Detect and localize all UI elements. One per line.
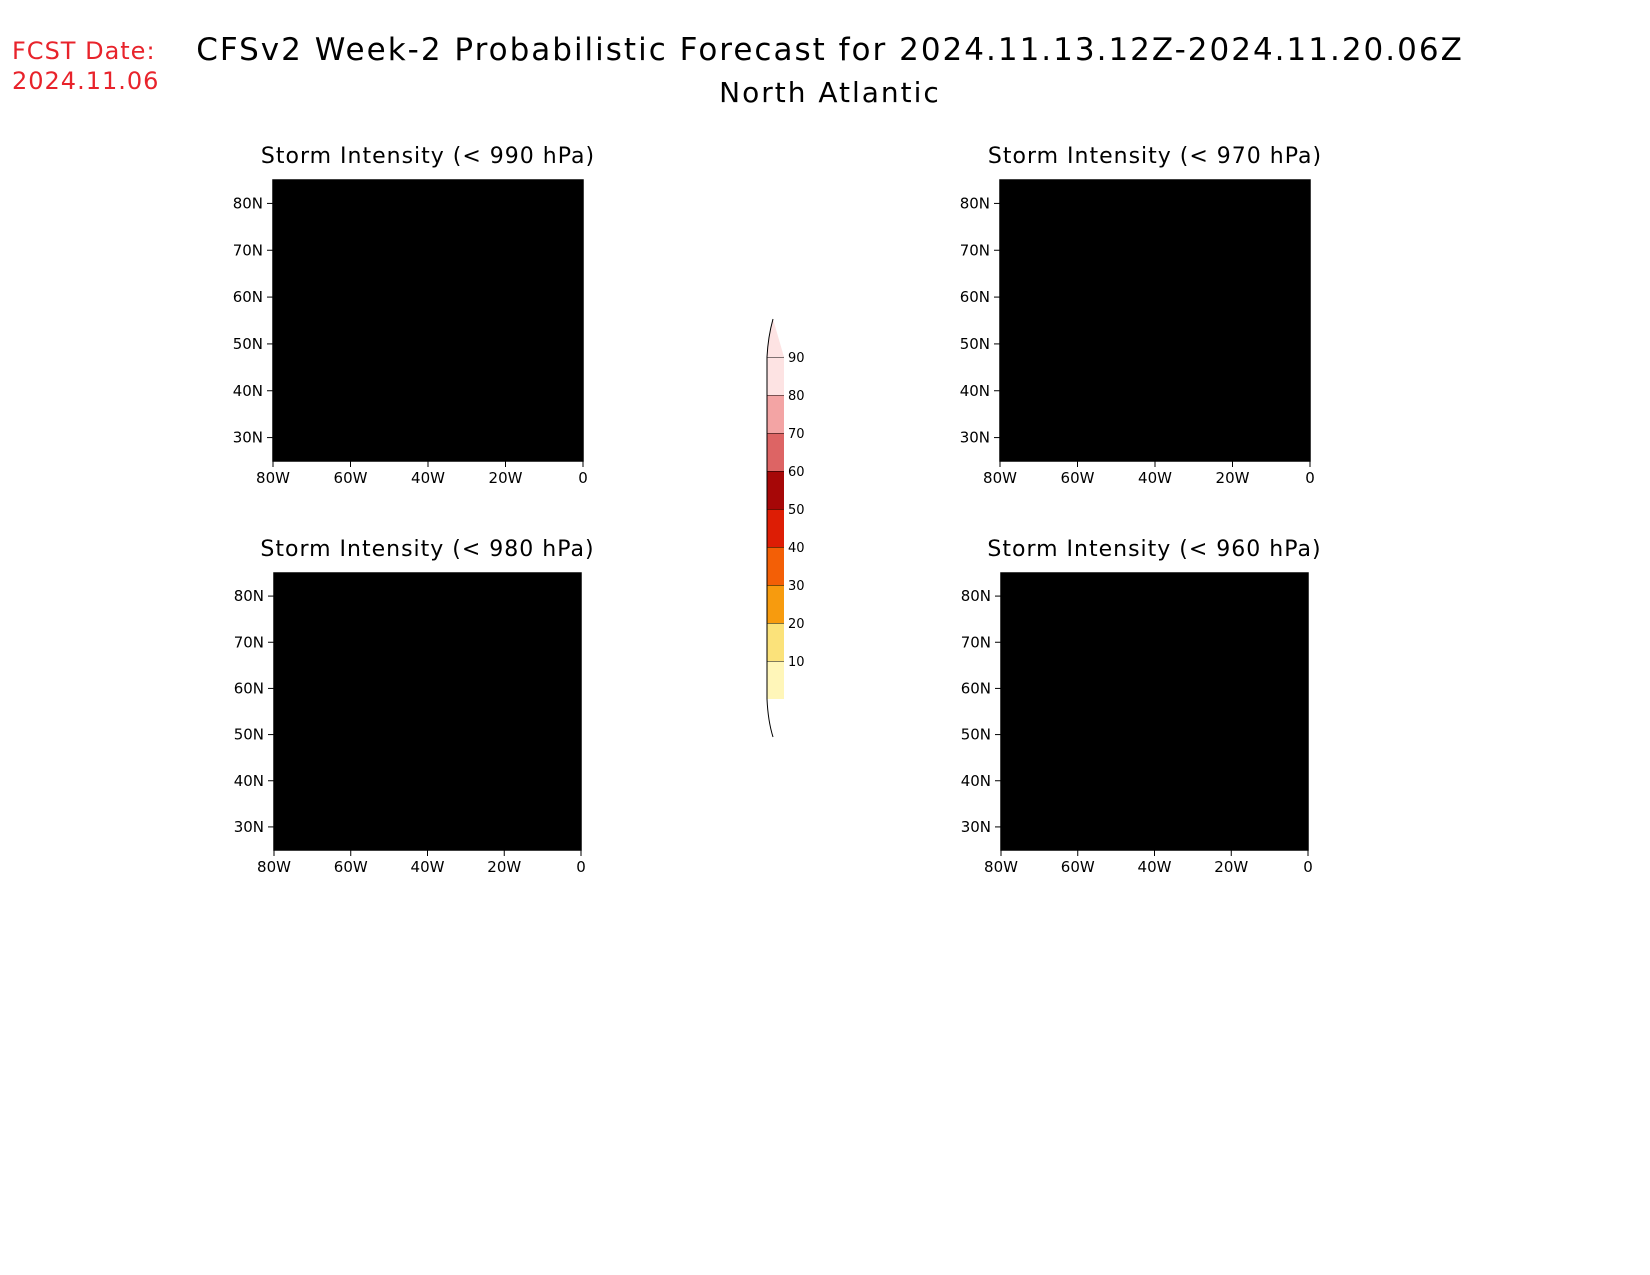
lon-tick-label: 80W xyxy=(257,858,291,876)
coastline xyxy=(1001,580,1308,842)
lat-tick-label: 70N xyxy=(960,241,990,259)
panel-title: Storm Intensity (< 960 hPa) xyxy=(987,537,1321,562)
lon-tick-label: 80W xyxy=(983,469,1017,487)
lon-tick-label: 60W xyxy=(1061,858,1095,876)
forecast-date: FCST Date: 2024.11.06 xyxy=(12,36,159,96)
lat-tick-label: 60N xyxy=(234,679,264,697)
lon-tick-label: 60W xyxy=(1061,469,1095,487)
lat-tick-label: 80N xyxy=(961,587,991,605)
lat-tick-label: 30N xyxy=(234,818,264,836)
lon-tick-label: 40W xyxy=(411,469,445,487)
colorbar-label: 10 xyxy=(788,655,805,670)
lat-tick-label: 30N xyxy=(233,429,263,447)
panel-title: Storm Intensity (< 990 hPa) xyxy=(261,144,595,169)
lat-tick-label: 70N xyxy=(961,633,991,651)
page-subtitle: North Atlantic xyxy=(719,76,941,109)
map-panel-p960: Storm Intensity (< 960 hPa) 80N 70N 60N 50N 4… xyxy=(961,537,1321,876)
page-title: CFSv2 Week-2 Probabilistic Forecast for … xyxy=(196,32,1464,68)
map-panel-p990: Storm Intensity (< 990 hPa) 80N 70N 60N 50N 4… xyxy=(233,144,595,487)
colorbar-swatch xyxy=(767,547,784,585)
lat-tick-label: 70N xyxy=(233,241,263,259)
coastline xyxy=(1000,187,1310,453)
coastline xyxy=(274,580,581,842)
lat-tick-label: 40N xyxy=(960,382,990,400)
lon-tick-label: 20W xyxy=(487,858,521,876)
lon-tick-label: 20W xyxy=(1214,858,1248,876)
lat-tick-label: 40N xyxy=(233,382,263,400)
colorbar-swatch xyxy=(767,357,784,395)
lon-tick-label: 0 xyxy=(1303,858,1313,876)
lon-tick-label: 0 xyxy=(1305,469,1315,487)
coastline xyxy=(273,187,583,453)
colorbar-swatch xyxy=(767,585,784,623)
forecast-date-label: FCST Date: xyxy=(12,37,156,65)
lon-tick-label: 40W xyxy=(411,858,445,876)
lat-tick-label: 50N xyxy=(960,335,990,353)
colorbar-label: 90 xyxy=(788,351,805,366)
lon-tick-label: 20W xyxy=(489,469,523,487)
lat-tick-label: 50N xyxy=(233,335,263,353)
colorbar-top-extension xyxy=(767,319,784,357)
lon-tick-label: 40W xyxy=(1138,858,1172,876)
lon-tick-label: 40W xyxy=(1138,469,1172,487)
colorbar-label: 70 xyxy=(788,427,805,442)
lon-tick-label: 80W xyxy=(256,469,290,487)
colorbar-swatch xyxy=(767,471,784,509)
lat-tick-label: 30N xyxy=(961,818,991,836)
lon-tick-label: 0 xyxy=(576,858,586,876)
lat-tick-label: 40N xyxy=(961,772,991,790)
colorbar-swatch xyxy=(767,623,784,661)
lon-tick-label: 20W xyxy=(1216,469,1250,487)
colorbar-label: 20 xyxy=(788,617,805,632)
colorbar-label: 60 xyxy=(788,465,805,480)
colorbar-swatch xyxy=(767,509,784,547)
colorbar-swatch xyxy=(767,661,784,699)
lon-tick-label: 60W xyxy=(334,469,368,487)
colorbar-bottom-extension xyxy=(766,698,774,738)
lat-tick-label: 50N xyxy=(234,726,264,744)
map-panel-p980: Storm Intensity (< 980 hPa) 80N 70N 60N 50N 4… xyxy=(234,537,594,876)
colorbar-label: 80 xyxy=(788,389,805,404)
colorbar-label: 30 xyxy=(788,579,805,594)
panel-title: Storm Intensity (< 980 hPa) xyxy=(260,537,594,562)
lat-tick-label: 50N xyxy=(961,726,991,744)
lon-tick-label: 80W xyxy=(984,858,1018,876)
lat-tick-label: 80N xyxy=(960,194,990,212)
colorbar-swatch xyxy=(767,395,784,433)
colorbar-swatch xyxy=(767,433,784,471)
map-panel-p970: Storm Intensity (< 970 hPa) 80N 70N 60N 50N 4… xyxy=(960,144,1322,487)
lat-tick-label: 80N xyxy=(233,194,263,212)
lat-tick-label: 40N xyxy=(234,772,264,790)
lon-tick-label: 0 xyxy=(578,469,588,487)
colorbar-label: 40 xyxy=(788,541,805,556)
colorbar-label: 50 xyxy=(788,503,805,518)
lon-tick-label: 60W xyxy=(334,858,368,876)
forecast-date-value: 2024.11.06 xyxy=(12,67,160,95)
lat-tick-label: 70N xyxy=(234,633,264,651)
colorbar: 10 20 30 40 50 60 70 80 90 xyxy=(766,318,805,738)
lat-tick-label: 60N xyxy=(960,288,990,306)
lat-tick-label: 30N xyxy=(960,429,990,447)
lat-tick-label: 60N xyxy=(233,288,263,306)
panel-title: Storm Intensity (< 970 hPa) xyxy=(988,144,1322,169)
lat-tick-label: 60N xyxy=(961,679,991,697)
lat-tick-label: 80N xyxy=(234,587,264,605)
